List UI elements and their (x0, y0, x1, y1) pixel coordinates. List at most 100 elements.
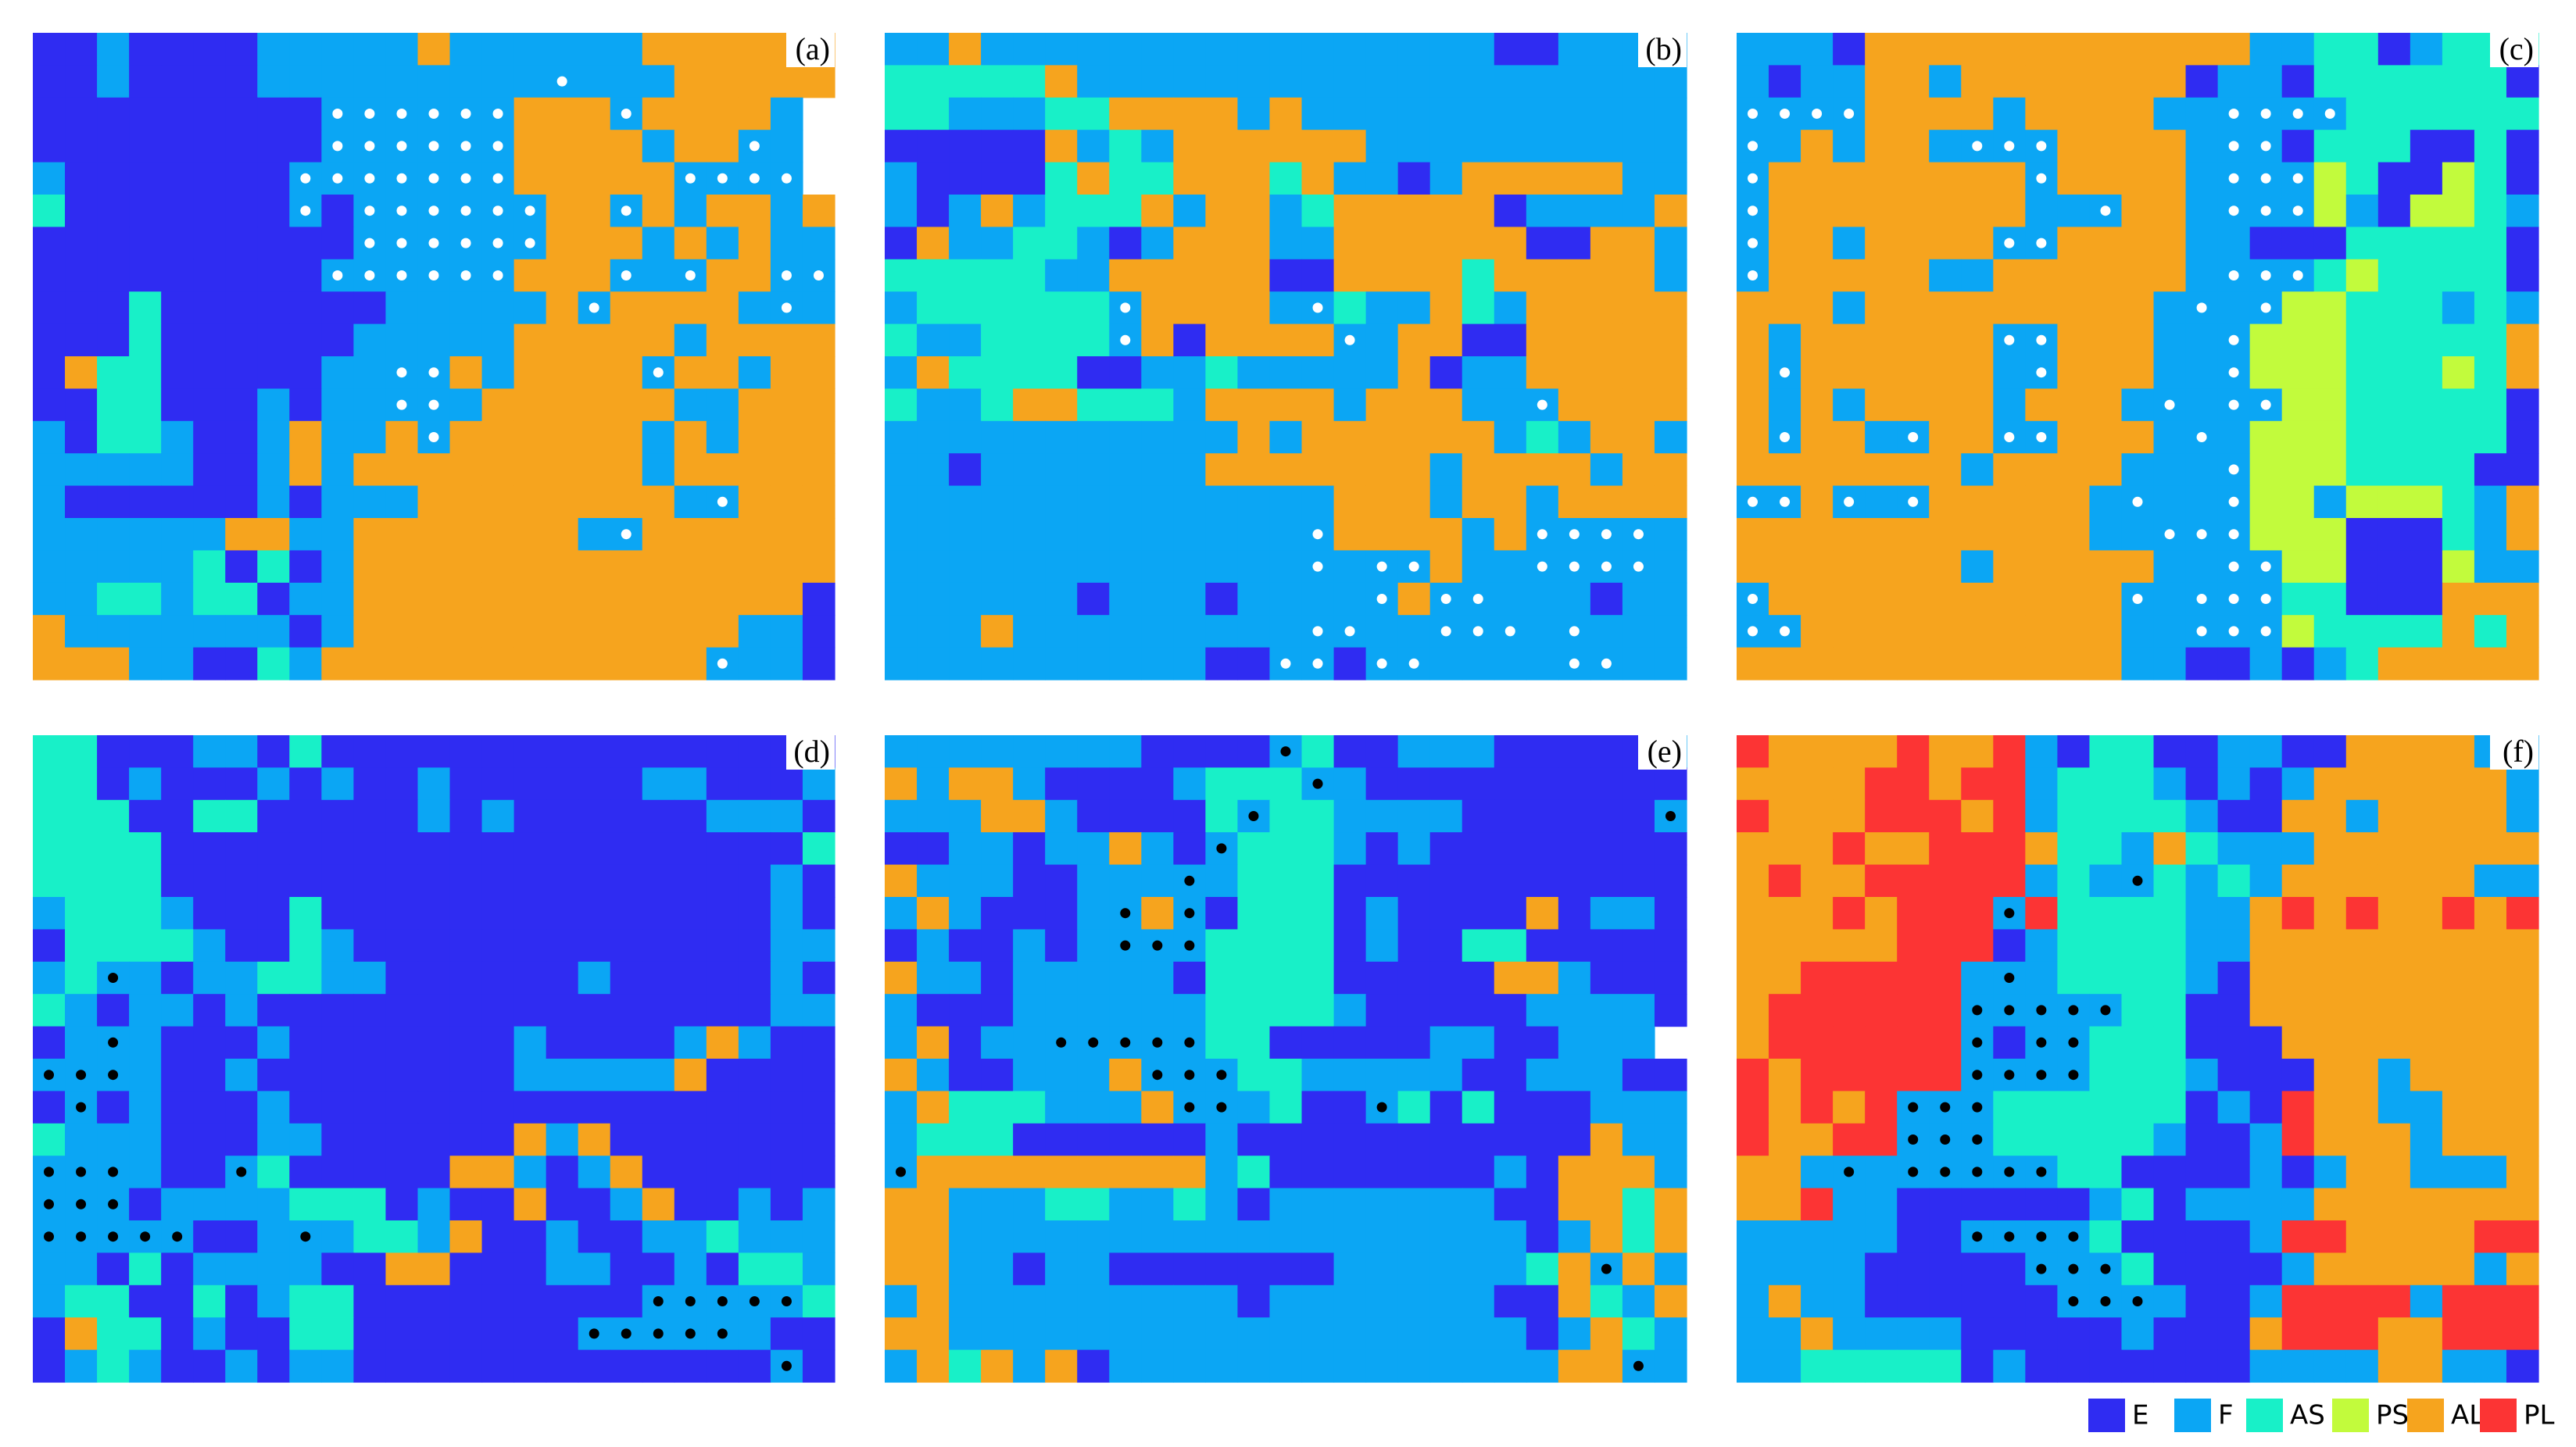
cell (2249, 33, 2283, 66)
cell (2089, 518, 2123, 551)
cell (161, 1188, 194, 1221)
cell (2121, 65, 2155, 98)
cell (1654, 929, 1687, 963)
cell (1769, 799, 1801, 833)
cell (2089, 130, 2123, 163)
cell (578, 1156, 611, 1189)
cell (738, 735, 771, 768)
dot (1408, 561, 1419, 572)
cell (1622, 97, 1655, 130)
cell (1365, 518, 1399, 551)
cell (33, 97, 66, 130)
cell (1737, 1349, 1769, 1383)
cell (1897, 647, 1930, 681)
cell (2281, 1284, 2315, 1318)
cell (1301, 162, 1335, 195)
dot (44, 1199, 55, 1209)
cell (2377, 1156, 2411, 1189)
cell (1301, 582, 1335, 616)
dot (364, 173, 375, 184)
cell (1269, 799, 1303, 833)
cell (97, 550, 130, 584)
cell (2442, 1156, 2475, 1189)
cell (2185, 195, 2219, 227)
cell (770, 130, 803, 163)
cell (1109, 130, 1142, 163)
cell (2442, 799, 2475, 833)
cell (1237, 33, 1271, 66)
cell (1269, 1059, 1303, 1092)
cell (917, 259, 950, 292)
dot (1120, 1037, 1131, 1048)
dot (685, 173, 696, 184)
cell (706, 130, 739, 163)
dot (589, 1328, 599, 1339)
cell (1494, 961, 1527, 995)
cell (2442, 615, 2475, 648)
cell (2442, 227, 2475, 260)
cell (1045, 259, 1078, 292)
cell (97, 1284, 130, 1318)
cell (2057, 195, 2091, 227)
cell (2185, 647, 2219, 681)
cell (706, 1091, 739, 1124)
cell (161, 1252, 194, 1286)
cell (1897, 550, 1930, 584)
cell (2057, 550, 2091, 584)
cell (578, 1091, 611, 1124)
cell (738, 1252, 771, 1286)
dot (364, 238, 375, 248)
cell (1558, 1059, 1591, 1092)
cell (353, 897, 387, 930)
cell (1558, 1317, 1591, 1351)
cell (578, 1188, 611, 1221)
cell (2345, 582, 2379, 616)
dot (1908, 496, 1919, 507)
cell (1897, 994, 1930, 1027)
cell (1173, 453, 1206, 487)
cell (546, 1317, 579, 1351)
cell (2442, 1252, 2475, 1286)
cell (1333, 162, 1367, 195)
cell (257, 1317, 290, 1351)
cell (353, 65, 387, 98)
cell (289, 799, 322, 833)
cell (1622, 1188, 1655, 1221)
cell (1205, 1349, 1239, 1383)
cell (2410, 1349, 2443, 1383)
cell (1365, 735, 1399, 768)
cell (1865, 735, 1898, 768)
cell (546, 767, 579, 801)
cell (1833, 767, 1866, 801)
cell (33, 832, 66, 866)
cell (513, 550, 547, 584)
cell (2442, 97, 2475, 130)
cell (546, 897, 579, 930)
cell (1993, 195, 2026, 227)
cell (1013, 550, 1046, 584)
cell (1622, 647, 1655, 681)
cell (33, 994, 66, 1027)
cell (2281, 1123, 2315, 1156)
cell (1301, 1188, 1335, 1221)
cell (129, 647, 162, 681)
cell (674, 195, 707, 227)
cell (193, 1252, 226, 1286)
cell (674, 582, 707, 616)
cell (353, 1026, 387, 1059)
cell (1109, 1091, 1142, 1124)
cell (1173, 162, 1206, 195)
cell (353, 615, 387, 648)
cell (2345, 1252, 2379, 1286)
cell (802, 1284, 835, 1318)
cell (1333, 647, 1367, 681)
cell (1801, 929, 1834, 963)
cell (1929, 356, 1962, 389)
dot (1184, 1102, 1195, 1113)
cell (513, 615, 547, 648)
cell (1737, 1188, 1769, 1221)
cell (2474, 420, 2507, 454)
cell (1526, 1123, 1559, 1156)
cell (1397, 388, 1431, 422)
cell (1769, 518, 1801, 551)
